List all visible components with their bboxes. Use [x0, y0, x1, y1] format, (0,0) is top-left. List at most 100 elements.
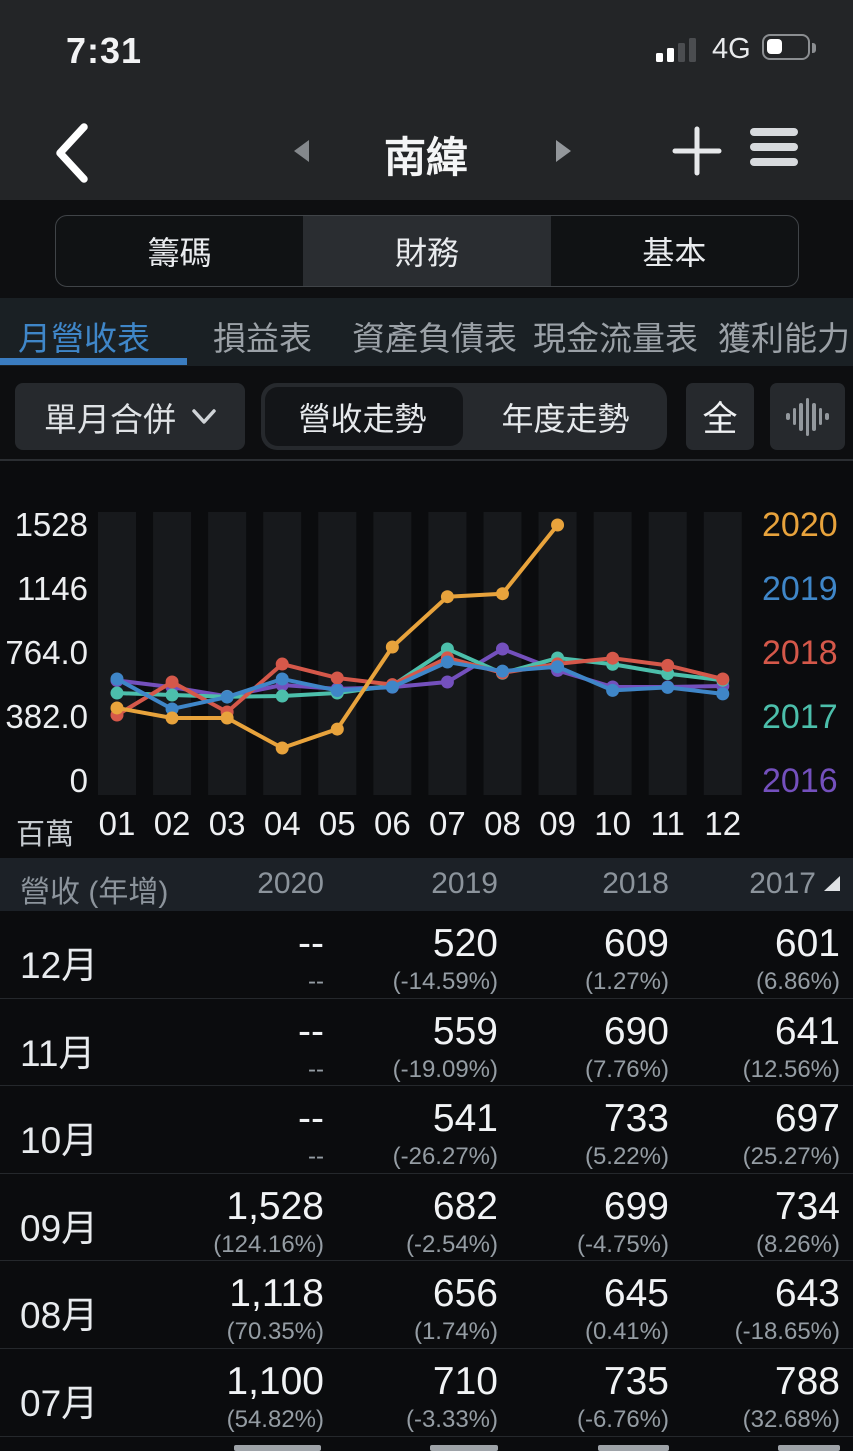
network-type-label: 4G	[712, 33, 751, 65]
data-point-2019	[606, 683, 620, 697]
column-header-2018[interactable]: 2018	[602, 867, 669, 900]
chart-band	[703, 512, 742, 795]
table-row-10月[interactable]: 10月 -- -- 541 (-26.27%) 733 (5.22%) 697 (25.27%)	[0, 1086, 853, 1174]
waveform-icon	[786, 413, 790, 420]
x-axis-label: 07	[429, 805, 466, 842]
legend-item-2017[interactable]: 2017	[762, 698, 838, 736]
row-month-label: 11月	[20, 1032, 96, 1074]
yoy-percent: (-18.65%)	[734, 1318, 840, 1346]
table-row-09月[interactable]: 09月 1,528 (124.16%) 682 (-2.54%) 699 (-4.75%) 7…	[0, 1174, 853, 1262]
yoy-percent: --	[308, 1055, 324, 1083]
table-header: 營收 (年增) 2020 2019 2018 2017	[0, 858, 853, 911]
previous-stock-arrow-icon[interactable]	[294, 140, 309, 162]
legend-item-2019[interactable]: 2019	[762, 570, 838, 608]
tab-chips[interactable]: 籌碼	[147, 235, 212, 271]
signal-strength-icon	[656, 36, 700, 62]
period-dropdown[interactable]: 單月合併	[15, 383, 245, 450]
row-month-label: 09月	[20, 1207, 99, 1249]
data-point-2019	[716, 687, 730, 701]
row-month-label: 08月	[20, 1295, 99, 1337]
data-point-2019	[110, 672, 124, 686]
x-axis-label: 11	[650, 805, 685, 842]
next-stock-arrow-icon[interactable]	[556, 140, 571, 162]
menu-button[interactable]	[750, 128, 798, 174]
row-month-label: 12月	[20, 945, 99, 986]
y-tick-label: 1146	[17, 570, 88, 607]
y-tick-label: 0	[69, 762, 88, 799]
x-axis-label: 02	[153, 805, 191, 842]
data-point-2016	[495, 642, 509, 656]
table-row-07月[interactable]: 07月 1,100 (54.82%) 710 (-3.33%) 735 (-6.76%) 78…	[0, 1349, 853, 1437]
column-header-2020[interactable]: 2020	[257, 867, 324, 900]
yoy-percent: (1.27%)	[584, 968, 669, 995]
revenue-value: 645	[603, 1272, 669, 1316]
table-row-08月[interactable]: 08月 1,118 (70.35%) 656 (1.74%) 645 (0.41%) 643(…	[0, 1261, 853, 1349]
revenue-value: 682	[432, 1184, 498, 1228]
revenue-value: 710	[432, 1359, 498, 1403]
yoy-percent: (1.74%)	[413, 1318, 498, 1346]
data-point-2019	[551, 660, 565, 674]
data-point-2019	[661, 680, 675, 694]
data-point-2018	[606, 651, 620, 665]
x-axis-label: 03	[208, 805, 246, 842]
revenue-value: 733	[603, 1097, 669, 1141]
yoy-percent: (-2.54%)	[405, 1230, 498, 1258]
table-header-label: 營收 (年增)	[20, 876, 169, 909]
subtab-income-statement[interactable]: 損益表	[213, 320, 312, 357]
series-line-2018	[115, 655, 725, 717]
yoy-percent: (-6.76%)	[576, 1405, 669, 1433]
subtab-cash-flow[interactable]: 現金流量表	[533, 320, 698, 357]
clipped-glyph-top	[234, 1445, 321, 1451]
data-point-2017	[275, 689, 289, 703]
chart-band	[208, 512, 247, 795]
tabs-section: 籌碼 財務 基本	[0, 200, 853, 298]
column-header-2019[interactable]: 2019	[431, 867, 498, 900]
subtab-profitability[interactable]: 獲利能力	[718, 320, 850, 357]
data-point-2016	[440, 675, 454, 689]
toggle-selected-bg	[265, 387, 463, 446]
subtab-monthly-revenue[interactable]: 月營收表	[18, 320, 150, 357]
revenue-value: 788	[774, 1359, 840, 1403]
table-row-11月[interactable]: 11月 -- -- 559 (-19.09%) 690 (7.76%) 641 (12.56%)	[0, 999, 853, 1087]
data-point-2017	[165, 688, 179, 702]
data-point-2017	[110, 686, 124, 700]
show-all-button[interactable]: 全	[686, 383, 754, 450]
yoy-percent: (70.35%)	[226, 1318, 324, 1346]
yoy-percent: (-26.27%)	[392, 1143, 498, 1171]
add-button[interactable]	[672, 126, 722, 176]
data-point-2020	[275, 741, 289, 755]
top-bar: 7:31 4G 南緯	[0, 0, 853, 200]
yoy-percent: (-14.59%)	[392, 968, 498, 995]
chart-controls: 單月合併 營收走勢 年度走勢 全	[0, 366, 853, 461]
revenue-value: 690	[603, 1009, 669, 1053]
trend-toggle: 營收走勢 年度走勢	[261, 383, 667, 450]
tab-financial[interactable]: 財務	[303, 216, 551, 286]
legend-item-2016[interactable]: 2016	[762, 762, 838, 800]
subtab-balance-sheet[interactable]: 資產負債表	[352, 320, 517, 357]
plus-icon	[672, 126, 722, 176]
y-tick-label: 1528	[14, 506, 88, 543]
revenue-table: 營收 (年增) 2020 2019 2018 2017 12月 -- -- 520 (-…	[0, 858, 853, 1451]
table-row-12月[interactable]: 12月 -- -- 520 (-14.59%) 609 (1.27%) 601 (6.86%)	[0, 911, 853, 999]
waveform-view-button[interactable]	[770, 383, 845, 450]
revenue-table-body: 12月 -- -- 520 (-14.59%) 609 (1.27%) 601 (6.86%) 1…	[0, 911, 853, 1437]
back-button[interactable]	[50, 120, 96, 186]
x-axis-label: 01	[98, 805, 136, 842]
toggle-revenue-trend[interactable]: 營收走勢	[298, 400, 427, 437]
series-line-2017	[115, 646, 725, 699]
tab-basic[interactable]: 基本	[642, 235, 707, 271]
chart-band	[98, 512, 136, 795]
revenue-value: 601	[774, 922, 840, 965]
revenue-value: --	[298, 1009, 324, 1053]
legend-item-2018[interactable]: 2018	[762, 634, 838, 672]
legend-item-2020[interactable]: 2020	[762, 506, 838, 544]
chart-band	[153, 512, 192, 795]
revenue-value: 697	[774, 1097, 840, 1141]
partial-next-row	[0, 1438, 853, 1451]
column-header-2017[interactable]: 2017	[749, 867, 816, 900]
menu-icon	[750, 128, 798, 136]
x-axis-label: 08	[484, 805, 521, 842]
chevron-down-icon	[192, 408, 216, 424]
toggle-yearly-trend[interactable]: 年度走勢	[501, 400, 630, 437]
